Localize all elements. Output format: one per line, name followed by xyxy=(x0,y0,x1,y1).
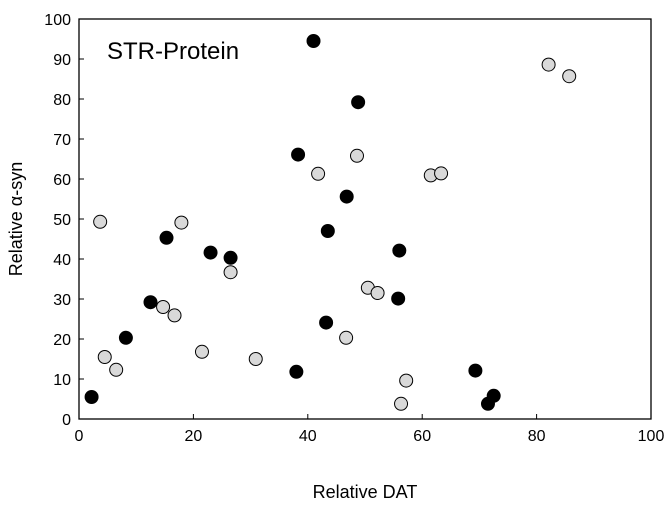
x-axis-ticks: 0 20 40 60 80 100 xyxy=(75,414,665,445)
data-point-light xyxy=(311,166,326,181)
y-tick-label: 20 xyxy=(53,332,71,349)
x-tick-label: 0 xyxy=(75,428,84,445)
y-tick-label: 10 xyxy=(53,372,71,389)
y-tick-label: 0 xyxy=(62,412,71,429)
data-point-dark xyxy=(391,291,406,306)
data-point-dark xyxy=(84,390,99,404)
data-point-dark xyxy=(159,230,174,245)
y-tick-label: 80 xyxy=(53,92,71,109)
x-tick-label: 40 xyxy=(299,428,317,445)
data-point-light xyxy=(93,214,108,229)
x-tick-label: 100 xyxy=(638,428,665,445)
data-point-light xyxy=(434,166,449,181)
data-point-light xyxy=(167,308,182,323)
data-point-dark xyxy=(486,388,501,403)
y-tick-label: 60 xyxy=(53,172,71,189)
data-point-light xyxy=(370,286,385,300)
x-tick-label: 20 xyxy=(185,428,203,445)
y-tick-label: 40 xyxy=(53,252,71,269)
data-point-light xyxy=(97,350,112,364)
data-point-dark xyxy=(468,363,483,378)
y-tick-label: 90 xyxy=(53,52,71,69)
data-point-dark xyxy=(143,295,158,310)
data-point-light xyxy=(339,330,354,345)
data-point-light xyxy=(394,396,409,411)
y-axis-ticks: 0 10 20 30 40 50 60 70 80 90 100 xyxy=(44,12,84,429)
y-tick-label: 100 xyxy=(44,12,71,29)
data-point-light xyxy=(174,215,189,230)
data-point-light xyxy=(541,57,556,72)
y-tick-label: 50 xyxy=(53,212,71,229)
data-point-dark xyxy=(351,95,366,110)
data-point-dark xyxy=(339,189,354,204)
x-axis-title: Relative DAT xyxy=(313,482,418,502)
data-point-light xyxy=(223,265,238,280)
data-point-light xyxy=(194,344,209,359)
data-point-dark xyxy=(223,250,238,265)
x-tick-label: 60 xyxy=(413,428,431,445)
x-tick-label: 80 xyxy=(528,428,546,445)
data-point-light xyxy=(248,352,263,366)
data-point-light xyxy=(156,300,171,314)
data-point-dark xyxy=(392,243,407,258)
y-tick-label: 70 xyxy=(53,132,71,149)
data-point-dark xyxy=(289,364,304,379)
data-point-dark xyxy=(118,330,133,345)
data-point-dark xyxy=(319,315,334,330)
y-tick-label: 30 xyxy=(53,292,71,309)
data-point-light xyxy=(399,373,414,388)
y-axis-title: Relative α-syn xyxy=(6,162,26,276)
data-points xyxy=(84,34,577,411)
panel-annotation: STR-Protein xyxy=(107,38,239,65)
data-point-dark xyxy=(306,34,321,48)
data-point-light xyxy=(109,362,124,377)
data-point-dark xyxy=(203,245,218,260)
data-point-dark xyxy=(320,224,335,238)
data-point-dark xyxy=(291,147,306,162)
data-point-light xyxy=(349,148,364,163)
data-point-light xyxy=(562,69,577,84)
